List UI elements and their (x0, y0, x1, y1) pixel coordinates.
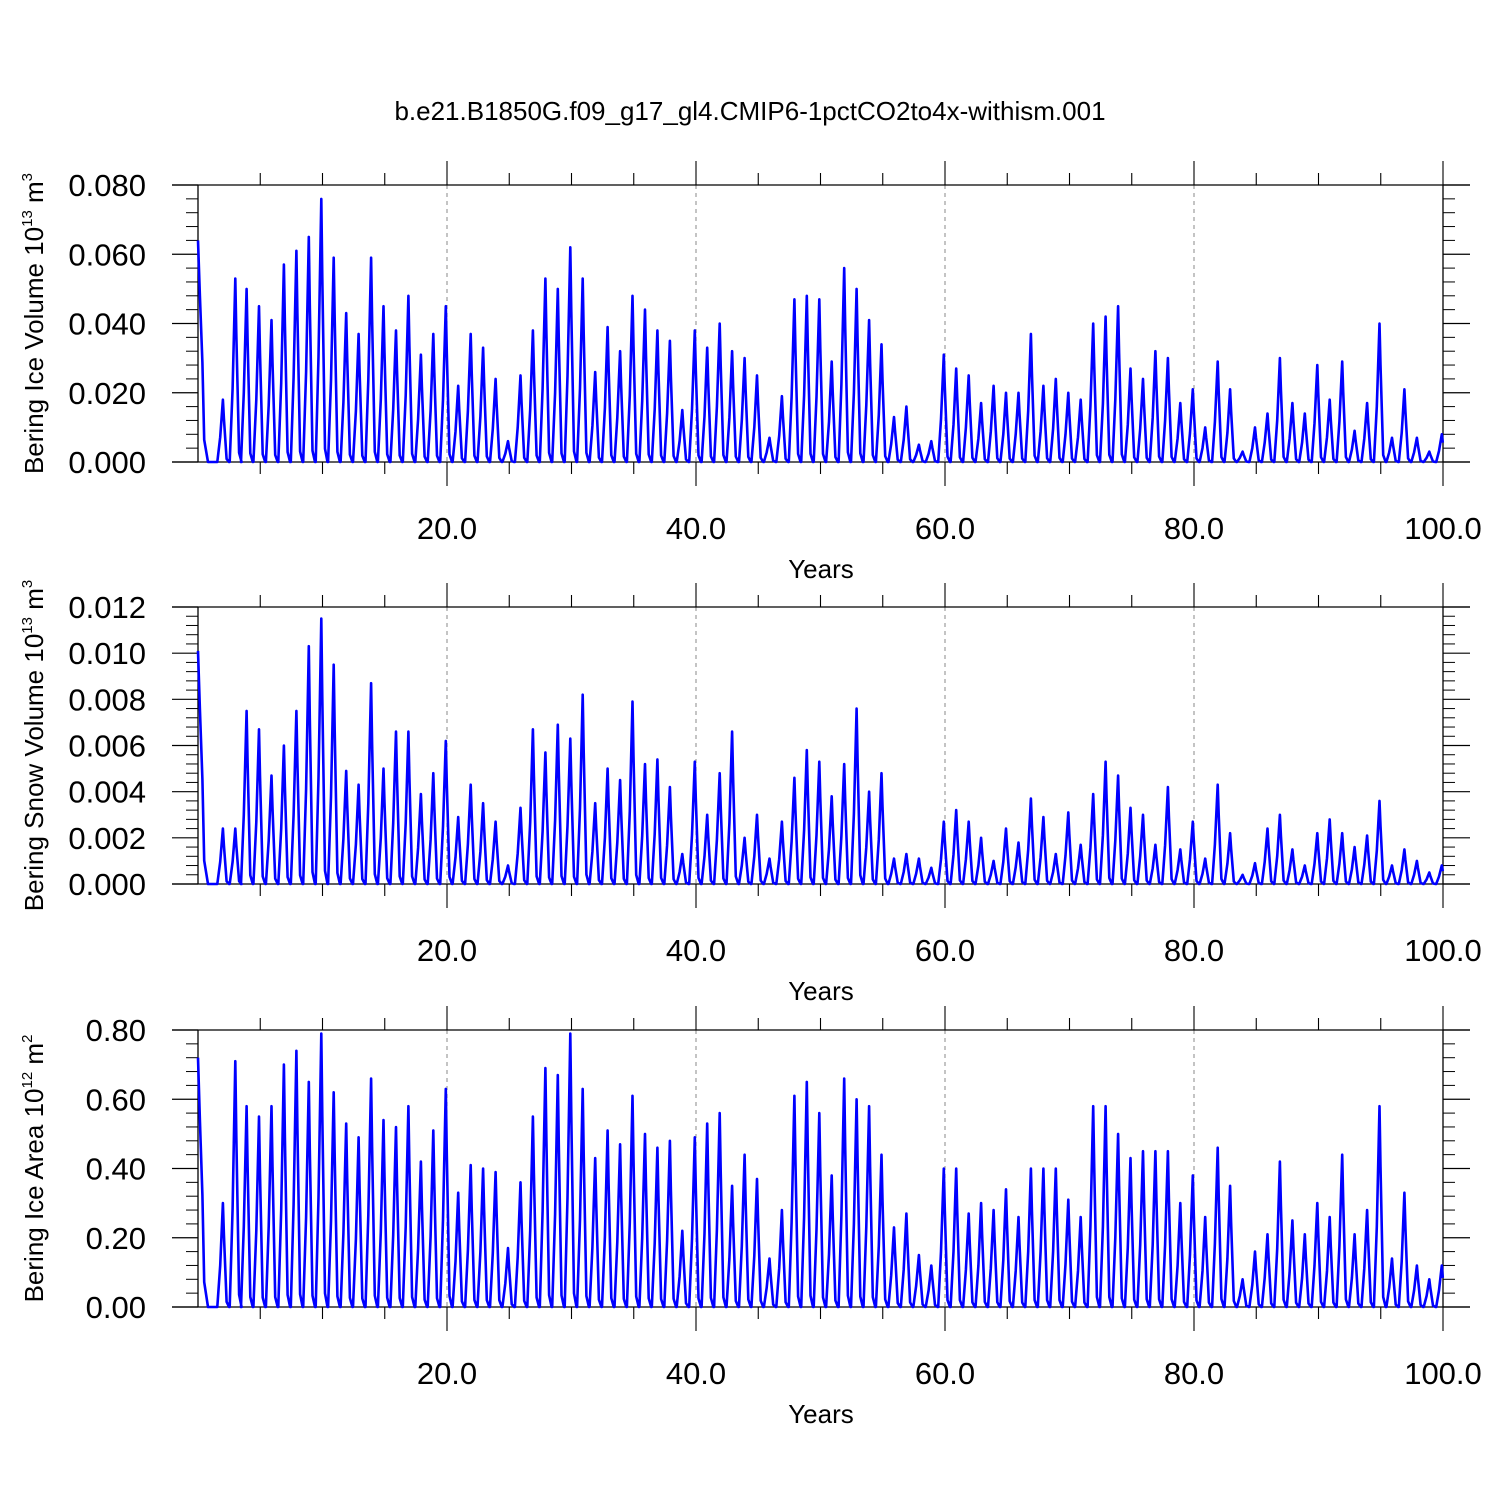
x-axis-title: Years (788, 1399, 854, 1429)
y-axis-title: Bering Snow Volume 1013 m3 (19, 580, 49, 911)
y-tick-label: 0.000 (68, 445, 146, 480)
y-tick-label: 0.60 (86, 1082, 146, 1117)
y-tick-label: 0.008 (68, 682, 146, 717)
y-tick-label: 0.060 (68, 237, 146, 272)
x-tick-label: 20.0 (417, 511, 477, 546)
y-tick-label: 0.20 (86, 1221, 146, 1256)
y-tick-label: 0.006 (68, 729, 146, 764)
x-tick-label: 20.0 (417, 933, 477, 968)
y-axis-title: Bering Ice Volume 1013 m3 (19, 173, 49, 474)
y-axis-title: Bering Ice Area 1012 m2 (19, 1035, 49, 1303)
y-tick-label: 0.00 (86, 1290, 146, 1325)
chart-panel-2: 0.000 0.002 0.004 0.006 0.008 0.010 0.012 20.0 4… (19, 580, 1482, 1006)
x-tick-label: 60.0 (915, 1356, 975, 1391)
y-tick-label: 0.004 (68, 775, 146, 810)
y-tick-label: 0.020 (68, 376, 146, 411)
y-tick-label: 0.040 (68, 307, 146, 342)
chart-title: b.e21.B1850G.f09_g17_gl4.CMIP6-1pctCO2to… (394, 96, 1105, 126)
x-tick-label: 100.0 (1404, 933, 1482, 968)
y-tick-label: 0.000 (68, 867, 146, 902)
x-tick-label: 60.0 (915, 511, 975, 546)
chart-panel-1: 0.000 0.020 0.040 0.060 0.080 20.0 40.0 60.0 80.… (19, 161, 1482, 584)
y-tick-label: 0.002 (68, 821, 146, 856)
x-tick-label: 80.0 (1164, 933, 1224, 968)
x-tick-label: 40.0 (666, 1356, 726, 1391)
x-tick-label: 40.0 (666, 511, 726, 546)
y-tick-label: 0.40 (86, 1152, 146, 1187)
panels-group: 0.000 0.020 0.040 0.060 0.080 20.0 40.0 60.0 80.… (19, 161, 1482, 1429)
x-tick-label: 40.0 (666, 933, 726, 968)
series-line (196, 1032, 1445, 1309)
chart-panel-3: 0.00 0.20 0.40 0.60 0.80 20.0 40.0 60.0 80.0 100.… (19, 1006, 1482, 1429)
x-tick-label: 60.0 (915, 933, 975, 968)
series-line (196, 617, 1445, 886)
y-tick-label: 0.080 (68, 168, 146, 203)
y-tick-label: 0.010 (68, 636, 146, 671)
x-tick-label: 100.0 (1404, 511, 1482, 546)
y-tick-label: 0.012 (68, 590, 146, 625)
x-tick-label: 20.0 (417, 1356, 477, 1391)
x-axis-title: Years (788, 554, 854, 584)
series-line (196, 197, 1445, 464)
x-tick-label: 80.0 (1164, 1356, 1224, 1391)
x-tick-label: 100.0 (1404, 1356, 1482, 1391)
x-axis-title: Years (788, 976, 854, 1006)
x-tick-label: 80.0 (1164, 511, 1224, 546)
y-tick-label: 0.80 (86, 1013, 146, 1048)
